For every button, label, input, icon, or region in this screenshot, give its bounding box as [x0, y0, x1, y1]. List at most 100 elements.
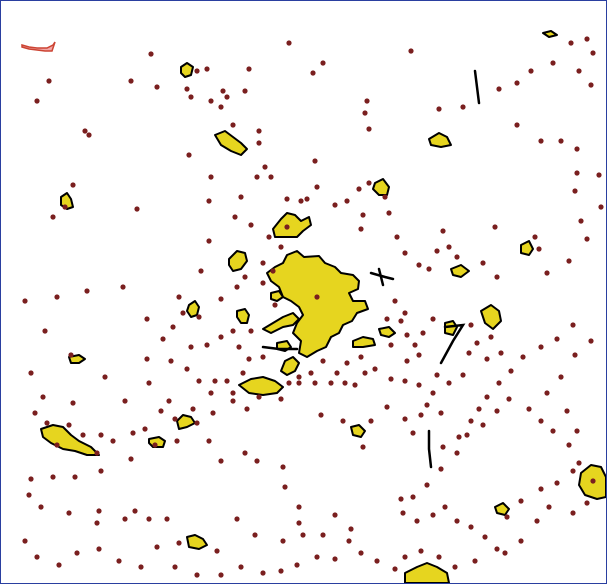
point-feature[interactable] [278, 244, 284, 250]
point-feature[interactable] [584, 236, 590, 242]
point-feature[interactable] [436, 554, 442, 560]
point-feature[interactable] [518, 498, 524, 504]
point-feature[interactable] [204, 342, 210, 348]
urban-area[interactable] [280, 356, 300, 376]
point-feature[interactable] [476, 406, 482, 412]
urban-area[interactable] [228, 250, 248, 272]
point-feature[interactable] [534, 518, 540, 524]
point-feature[interactable] [74, 550, 80, 556]
point-feature[interactable] [206, 438, 212, 444]
point-feature[interactable] [320, 358, 326, 364]
urban-area[interactable] [404, 562, 450, 583]
point-feature[interactable] [68, 352, 74, 358]
point-feature[interactable] [144, 316, 150, 322]
point-feature[interactable] [374, 558, 380, 564]
point-feature[interactable] [26, 492, 32, 498]
point-feature[interactable] [452, 564, 458, 570]
point-feature[interactable] [164, 516, 170, 522]
urban-area[interactable] [186, 300, 200, 318]
point-feature[interactable] [310, 70, 316, 76]
point-feature[interactable] [270, 268, 276, 274]
point-feature[interactable] [468, 322, 474, 328]
road-segment[interactable] [427, 429, 433, 469]
point-feature[interactable] [558, 374, 564, 380]
point-feature[interactable] [514, 122, 520, 128]
highlighted-feature[interactable] [21, 41, 56, 52]
point-feature[interactable] [44, 420, 50, 426]
point-feature[interactable] [346, 538, 352, 544]
point-feature[interactable] [86, 132, 92, 138]
point-feature[interactable] [384, 316, 390, 322]
point-feature[interactable] [248, 328, 254, 334]
point-feature[interactable] [344, 198, 350, 204]
point-feature[interactable] [318, 412, 324, 418]
point-feature[interactable] [570, 510, 576, 516]
point-feature[interactable] [536, 246, 542, 252]
urban-area[interactable] [68, 354, 86, 364]
point-feature[interactable] [438, 410, 444, 416]
point-feature[interactable] [424, 482, 430, 488]
point-feature[interactable] [348, 526, 354, 532]
point-feature[interactable] [128, 78, 134, 84]
point-feature[interactable] [212, 378, 218, 384]
point-feature[interactable] [206, 238, 212, 244]
point-feature[interactable] [96, 546, 102, 552]
point-feature[interactable] [206, 198, 212, 204]
point-feature[interactable] [296, 504, 302, 510]
point-feature[interactable] [256, 128, 262, 134]
point-feature[interactable] [572, 352, 578, 358]
point-feature[interactable] [234, 516, 240, 522]
point-feature[interactable] [332, 512, 338, 518]
point-feature[interactable] [394, 234, 400, 240]
point-feature[interactable] [300, 532, 306, 538]
point-feature[interactable] [152, 442, 158, 448]
point-feature[interactable] [190, 406, 196, 412]
point-feature[interactable] [484, 356, 490, 362]
point-feature[interactable] [402, 310, 408, 316]
point-feature[interactable] [154, 544, 160, 550]
point-feature[interactable] [398, 496, 404, 502]
point-feature[interactable] [246, 66, 252, 72]
point-feature[interactable] [38, 504, 44, 510]
urban-area[interactable] [428, 132, 452, 148]
point-feature[interactable] [364, 98, 370, 104]
point-feature[interactable] [402, 554, 408, 560]
point-feature[interactable] [174, 438, 180, 444]
point-feature[interactable] [402, 250, 408, 256]
point-feature[interactable] [188, 94, 194, 100]
point-feature[interactable] [410, 430, 416, 436]
point-feature[interactable] [278, 568, 284, 574]
point-feature[interactable] [296, 380, 302, 386]
point-feature[interactable] [236, 344, 242, 350]
point-feature[interactable] [344, 360, 350, 366]
point-feature[interactable] [188, 344, 194, 350]
point-feature[interactable] [386, 210, 392, 216]
point-feature[interactable] [296, 374, 302, 380]
point-feature[interactable] [280, 538, 286, 544]
point-feature[interactable] [496, 86, 502, 92]
point-feature[interactable] [460, 104, 466, 110]
point-feature[interactable] [400, 510, 406, 516]
point-feature[interactable] [238, 194, 244, 200]
point-feature[interactable] [294, 562, 300, 568]
point-feature[interactable] [194, 420, 200, 426]
point-feature[interactable] [538, 138, 544, 144]
point-feature[interactable] [502, 550, 508, 556]
point-feature[interactable] [168, 358, 174, 364]
point-feature[interactable] [194, 572, 200, 578]
point-feature[interactable] [284, 196, 290, 202]
point-feature[interactable] [66, 510, 72, 516]
point-feature[interactable] [494, 408, 500, 414]
point-feature[interactable] [148, 51, 154, 57]
point-feature[interactable] [232, 214, 238, 220]
point-feature[interactable] [62, 204, 68, 210]
point-feature[interactable] [404, 358, 410, 364]
point-feature[interactable] [358, 354, 364, 360]
urban-area[interactable] [542, 30, 558, 38]
point-feature[interactable] [590, 50, 596, 56]
point-feature[interactable] [260, 280, 266, 286]
point-feature[interactable] [398, 318, 404, 324]
point-feature[interactable] [244, 406, 250, 412]
point-feature[interactable] [550, 60, 556, 66]
